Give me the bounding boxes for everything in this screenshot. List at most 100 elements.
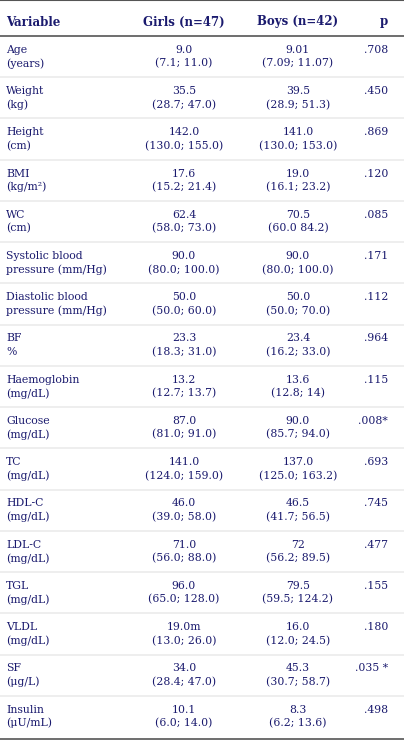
Text: (mg/dL): (mg/dL) [6,470,50,481]
Text: 50.0: 50.0 [172,292,196,302]
Text: Height: Height [6,127,44,137]
Text: Diastolic blood: Diastolic blood [6,292,88,302]
Text: (30.7; 58.7): (30.7; 58.7) [266,677,330,687]
Text: .085: .085 [364,210,388,220]
Text: (μU/mL): (μU/mL) [6,718,52,728]
Text: TGL: TGL [6,581,29,591]
Text: VLDL: VLDL [6,622,37,632]
Text: 90.0: 90.0 [286,416,310,426]
Text: .112: .112 [364,292,388,302]
Text: SF: SF [6,663,21,673]
Text: 46.0: 46.0 [172,499,196,508]
Text: 70.5: 70.5 [286,210,310,220]
Text: 62.4: 62.4 [172,210,196,220]
Text: %: % [6,347,17,357]
Text: HDL-C: HDL-C [6,499,43,508]
Text: Glucose: Glucose [6,416,50,426]
Text: (18.3; 31.0): (18.3; 31.0) [152,347,216,357]
Text: 87.0: 87.0 [172,416,196,426]
Text: (mg/dL): (mg/dL) [6,553,50,563]
Text: 90.0: 90.0 [286,251,310,261]
Text: (12.7; 13.7): (12.7; 13.7) [152,388,216,398]
Text: (7.1; 11.0): (7.1; 11.0) [155,58,213,68]
Text: 96.0: 96.0 [172,581,196,591]
Text: (μg/L): (μg/L) [6,677,40,687]
Text: TC: TC [6,457,21,467]
Text: (80.0; 100.0): (80.0; 100.0) [262,265,334,275]
Text: .180: .180 [364,622,388,632]
Text: (28.4; 47.0): (28.4; 47.0) [152,677,216,687]
Text: pressure (mm/Hg): pressure (mm/Hg) [6,305,107,316]
Text: Insulin: Insulin [6,704,44,715]
Text: (mg/dL): (mg/dL) [6,388,50,398]
Text: 17.6: 17.6 [172,169,196,178]
Text: (16.2; 33.0): (16.2; 33.0) [266,347,330,357]
Text: 19.0: 19.0 [286,169,310,178]
Text: .745: .745 [364,499,388,508]
Text: (41.7; 56.5): (41.7; 56.5) [266,512,330,522]
Text: Systolic blood: Systolic blood [6,251,83,261]
Text: 142.0: 142.0 [168,127,200,137]
Text: .120: .120 [364,169,388,178]
Text: Variable: Variable [6,16,60,28]
Text: .708: .708 [364,45,388,55]
Text: 45.3: 45.3 [286,663,310,673]
Text: (6.0; 14.0): (6.0; 14.0) [155,718,213,728]
Text: (mg/dL): (mg/dL) [6,429,50,440]
Text: 13.6: 13.6 [286,374,310,385]
Text: Girls (n=47): Girls (n=47) [143,16,225,28]
Text: 23.3: 23.3 [172,334,196,343]
Text: WC: WC [6,210,25,220]
Text: (mg/dL): (mg/dL) [6,635,50,646]
Text: 46.5: 46.5 [286,499,310,508]
Text: (mg/dL): (mg/dL) [6,594,50,605]
Text: (130.0; 153.0): (130.0; 153.0) [259,140,337,151]
Text: (15.2; 21.4): (15.2; 21.4) [152,182,216,192]
Text: 13.2: 13.2 [172,374,196,385]
Text: 39.5: 39.5 [286,86,310,96]
Text: (13.0; 26.0): (13.0; 26.0) [152,635,216,646]
Text: 19.0m: 19.0m [167,622,201,632]
Text: 10.1: 10.1 [172,704,196,715]
Text: (cm): (cm) [6,140,31,151]
Text: 8.3: 8.3 [289,704,307,715]
Text: (56.2; 89.5): (56.2; 89.5) [266,553,330,563]
Text: 50.0: 50.0 [286,292,310,302]
Text: 23.4: 23.4 [286,334,310,343]
Text: LDL-C: LDL-C [6,539,41,550]
Text: 9.0: 9.0 [175,45,193,55]
Text: 72: 72 [291,539,305,550]
Text: Haemoglobin: Haemoglobin [6,374,79,385]
Text: (80.0; 100.0): (80.0; 100.0) [148,265,220,275]
Text: BMI: BMI [6,169,29,178]
Text: (cm): (cm) [6,223,31,233]
Text: (mg/dL): (mg/dL) [6,512,50,522]
Text: .008*: .008* [358,416,388,426]
Text: (6.2; 13.6): (6.2; 13.6) [269,718,327,728]
Text: 16.0: 16.0 [286,622,310,632]
Text: (28.7; 47.0): (28.7; 47.0) [152,100,216,110]
Text: 141.0: 141.0 [168,457,200,467]
Text: 9.01: 9.01 [286,45,310,55]
Text: (12.0; 24.5): (12.0; 24.5) [266,635,330,646]
Text: 34.0: 34.0 [172,663,196,673]
Text: .498: .498 [364,704,388,715]
Text: (85.7; 94.0): (85.7; 94.0) [266,429,330,440]
Text: .155: .155 [364,581,388,591]
Text: BF: BF [6,334,21,343]
Text: (kg/m²): (kg/m²) [6,182,46,192]
Text: (65.0; 128.0): (65.0; 128.0) [148,594,220,605]
Text: p: p [380,16,388,28]
Text: 71.0: 71.0 [172,539,196,550]
Text: (50.0; 70.0): (50.0; 70.0) [266,305,330,316]
Text: .477: .477 [364,539,388,550]
Text: .450: .450 [364,86,388,96]
Text: .115: .115 [364,374,388,385]
Text: .035 *: .035 * [355,663,388,673]
Text: Weight: Weight [6,86,44,96]
Text: 141.0: 141.0 [282,127,314,137]
Text: (81.0; 91.0): (81.0; 91.0) [152,429,216,440]
Text: .171: .171 [364,251,388,261]
Text: (58.0; 73.0): (58.0; 73.0) [152,223,216,233]
Text: 35.5: 35.5 [172,86,196,96]
